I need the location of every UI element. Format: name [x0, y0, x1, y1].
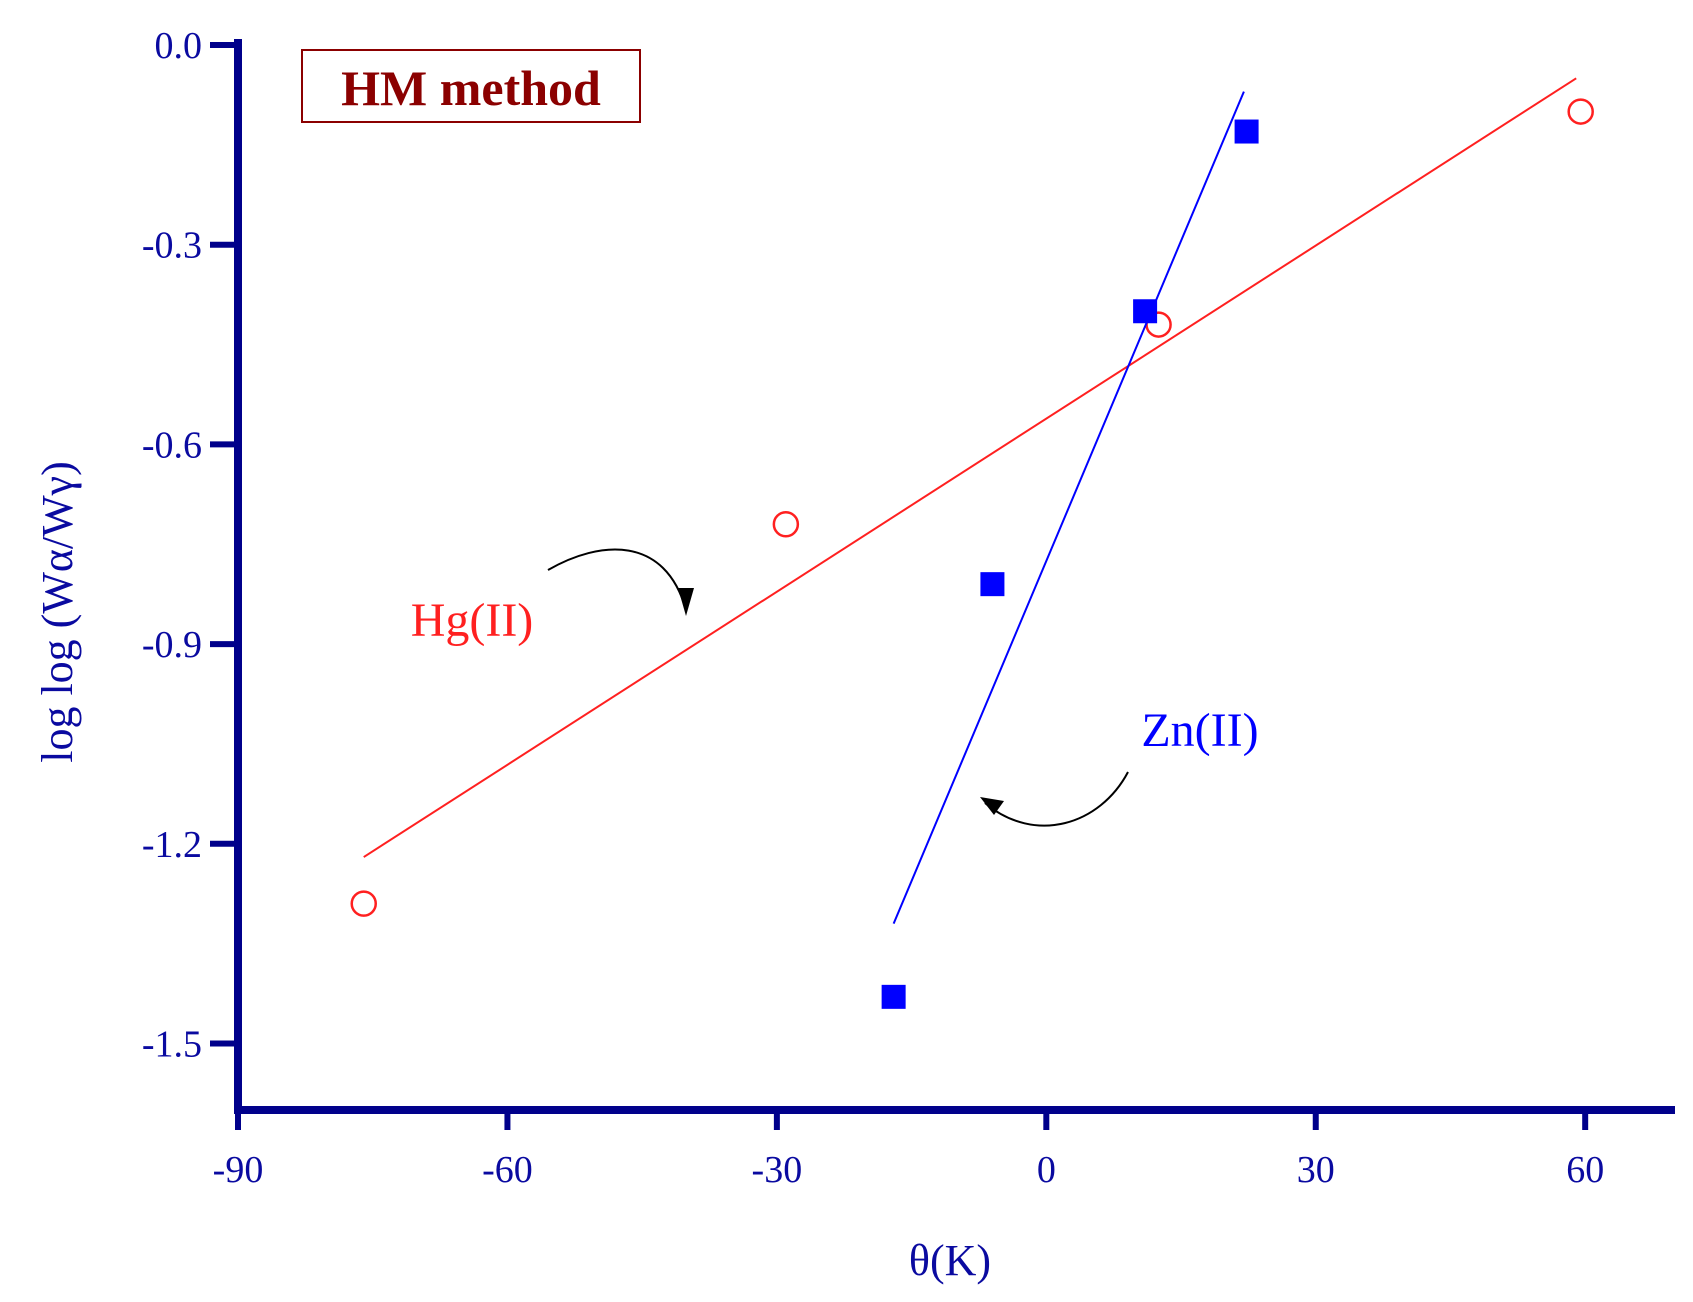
- y-tick-label: -0.3: [142, 225, 202, 267]
- x-tick-label: -30: [752, 1149, 803, 1191]
- y-tick-label: -1.5: [142, 1023, 202, 1065]
- data-point-zn: [1234, 119, 1259, 144]
- data-point-zn: [980, 572, 1005, 597]
- y-tick-label: 0.0: [155, 25, 203, 67]
- x-tick-label: -60: [482, 1149, 533, 1191]
- zn-pointer-arrowhead: [980, 797, 1004, 815]
- fit-line-zn: [892, 91, 1245, 925]
- axes: [210, 39, 1675, 1130]
- x-tick-label: 60: [1566, 1149, 1604, 1191]
- x-tick-label: -90: [213, 1149, 264, 1191]
- y-tick-label: -1.2: [142, 824, 202, 866]
- hg-pointer-arrowhead: [678, 588, 694, 616]
- data-point-hg: [350, 890, 377, 917]
- method-label: HM method: [341, 60, 601, 116]
- x-axis-title: θ(K): [909, 1236, 991, 1285]
- data-point-zn: [881, 984, 906, 1009]
- series-label-zn: Zn(II): [1141, 704, 1258, 757]
- tick-labels: -90 -60 -30 0 30 60 0.0 -0.3 -0.6 -0.9 -1.2 -1.5: [142, 25, 1604, 1191]
- y-tick-label: -0.9: [142, 624, 202, 666]
- data-point-hg: [772, 511, 800, 538]
- plot-area: [350, 77, 1594, 1009]
- method-label-box: [301, 49, 641, 123]
- fit-line-hg: [363, 77, 1577, 858]
- x-tick-label: 30: [1297, 1149, 1335, 1191]
- zn-pointer-arrow: [984, 771, 1129, 827]
- series-label-hg: Hg(II): [411, 594, 534, 647]
- hg-pointer-arrow: [547, 548, 687, 611]
- data-point-zn: [1133, 299, 1158, 324]
- y-tick-label: -0.6: [142, 424, 202, 466]
- x-tick-label: 0: [1037, 1149, 1056, 1191]
- y-axis-title: log log (Wα/Wγ): [33, 461, 82, 763]
- data-point-hg: [1567, 98, 1594, 125]
